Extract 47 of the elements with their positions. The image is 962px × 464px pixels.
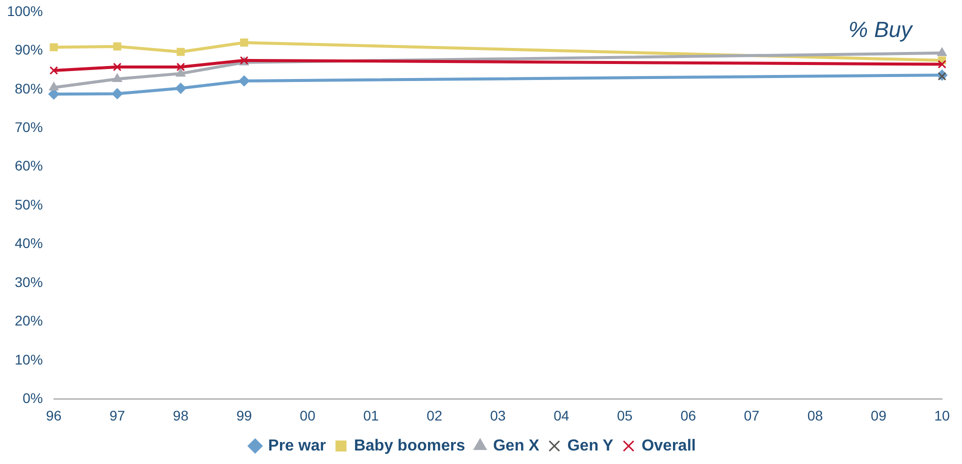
point (112, 73, 122, 82)
point (176, 48, 185, 56)
x-tick-label: 01 (363, 407, 380, 424)
point (176, 68, 186, 77)
point (50, 66, 58, 75)
x-tick-label: 04 (554, 407, 570, 424)
legend-label: Pre war (268, 437, 326, 454)
y-tick-label: 0% (22, 390, 43, 406)
point (937, 48, 947, 56)
y-tick-label: 40% (14, 235, 43, 252)
x-tick-label: 00 (300, 407, 316, 424)
y-tick-label: 80% (14, 80, 43, 96)
legend-label: Baby boomers (354, 437, 466, 454)
y-tick-label: 90% (14, 42, 43, 58)
annotation: % Buy (848, 17, 914, 42)
x-tick-label: 99 (236, 407, 252, 424)
y-tick-label: 100% (6, 2, 43, 19)
x-tick-label: 07 (744, 407, 760, 424)
point (112, 88, 123, 100)
y-tick-label: 70% (14, 119, 43, 136)
point (938, 60, 946, 69)
point (48, 82, 59, 91)
point (113, 42, 122, 50)
x-tick-label: 03 (490, 407, 506, 424)
legend-label: Overall (642, 437, 696, 454)
x-tick-label: 10 (934, 407, 950, 424)
point (175, 82, 186, 94)
y-tick-label: 10% (14, 351, 43, 368)
x-tick-label: 02 (426, 407, 442, 424)
point (112, 62, 122, 72)
y-tick-label: 60% (14, 158, 43, 174)
x-tick-label: 98 (172, 407, 189, 424)
point (240, 38, 248, 47)
legend-label: Gen Y (567, 437, 614, 454)
x-tick-label: 05 (617, 407, 633, 424)
y-tick-label: 50% (14, 196, 43, 212)
point (238, 75, 250, 86)
x-tick-label: 97 (109, 407, 126, 424)
point (50, 43, 58, 52)
point (176, 62, 185, 72)
x-tick-label: 09 (870, 407, 887, 424)
legend-label: Gen X (493, 437, 540, 454)
y-tick-label: 30% (14, 274, 43, 290)
x-tick-label: 96 (46, 407, 62, 424)
x-tick-label: 08 (807, 407, 824, 424)
x-tick-label: 06 (680, 407, 696, 424)
y-tick-label: 20% (14, 312, 43, 329)
